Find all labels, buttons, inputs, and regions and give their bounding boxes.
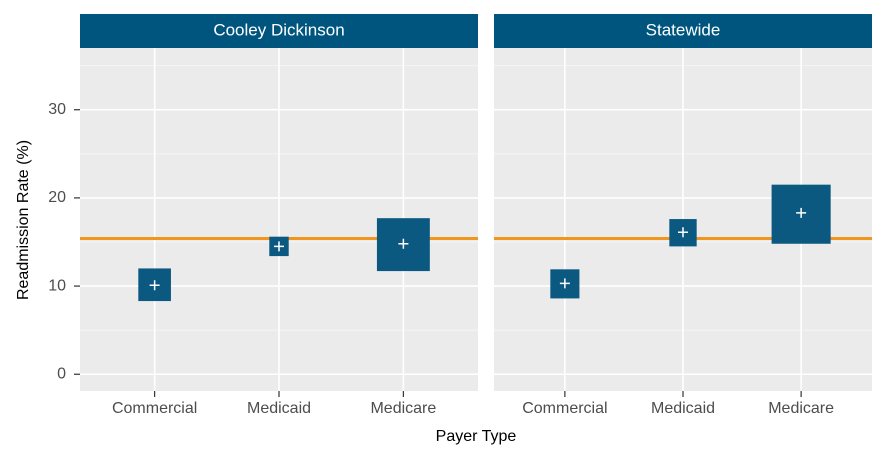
strip	[80, 14, 478, 48]
x-tick-label: Medicare	[768, 400, 834, 417]
strip-title: Cooley Dickinson	[213, 20, 344, 39]
y-tick-label: 30	[48, 101, 66, 118]
x-tick-label: Medicaid	[651, 400, 715, 417]
strip-title: Statewide	[646, 20, 721, 39]
estimate-marker	[559, 278, 570, 289]
estimate-marker	[678, 227, 688, 238]
estimate-marker	[274, 241, 284, 252]
estimate-marker	[149, 280, 160, 291]
y-tick-label: 10	[48, 277, 66, 294]
x-tick-label: Medicare	[370, 400, 436, 417]
x-tick-label: Commercial	[112, 400, 197, 417]
strip	[494, 14, 872, 48]
y-tick-label: 20	[48, 189, 66, 206]
y-axis-title: Readmission Rate (%)	[15, 140, 32, 300]
estimate-marker	[796, 207, 807, 218]
y-tick-label: 0	[57, 365, 66, 382]
x-axis-title: Payer Type	[436, 428, 517, 445]
x-tick-label: Commercial	[522, 400, 607, 417]
estimate-marker	[398, 238, 409, 249]
x-tick-label: Medicaid	[247, 400, 311, 417]
